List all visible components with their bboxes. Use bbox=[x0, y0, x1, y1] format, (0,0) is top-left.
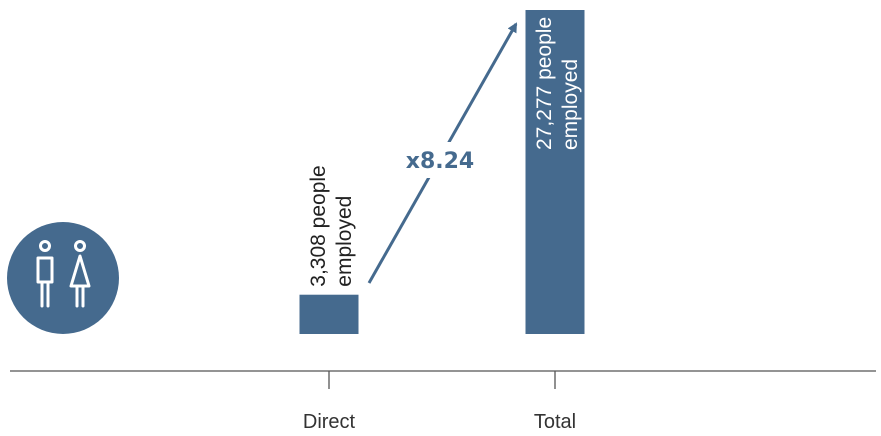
bars-layer bbox=[299, 10, 585, 334]
male-figure-head bbox=[39, 240, 51, 252]
male-figure-body bbox=[36, 256, 54, 284]
x-tick-label-total: Total bbox=[534, 411, 576, 433]
bar-total bbox=[525, 10, 585, 334]
x-tick-label-direct: Direct bbox=[303, 411, 356, 433]
bar-value-label-total: 27,277 people employed bbox=[533, 17, 582, 150]
bar-value-label-line: employed bbox=[333, 196, 356, 287]
female-figure-head bbox=[74, 240, 86, 252]
bar-value-label-direct: 3,308 people employed bbox=[307, 165, 356, 286]
x-axis-ticks: Direct Total bbox=[303, 371, 576, 433]
bar-value-label-line: employed bbox=[559, 59, 582, 150]
bar-direct bbox=[299, 294, 359, 334]
bar-value-label-line: 3,308 people bbox=[307, 165, 330, 286]
people-icon bbox=[7, 222, 119, 334]
female-figure-body bbox=[69, 254, 91, 288]
bar-value-label-line: 27,277 people bbox=[533, 17, 556, 150]
multiplier-label: x8.24 bbox=[406, 149, 474, 174]
multiplier-label-background bbox=[397, 142, 481, 178]
